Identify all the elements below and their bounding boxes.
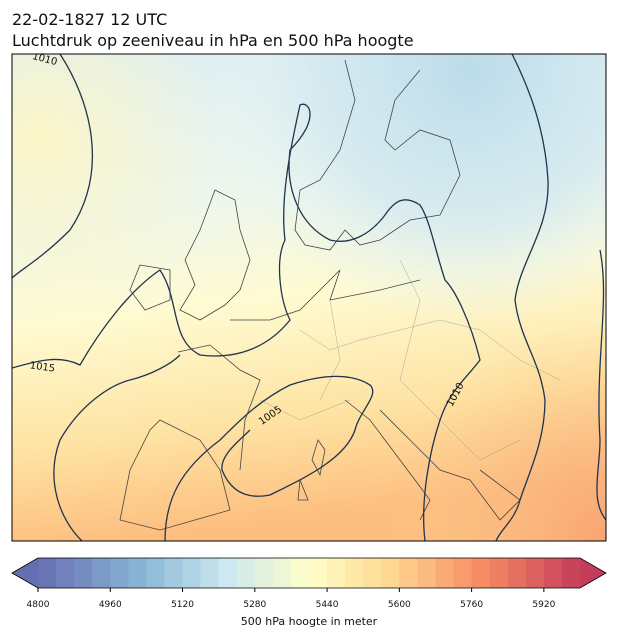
colorbar-tick-label: 4960: [99, 600, 122, 610]
colorbar-extend-high: [580, 558, 606, 588]
isobar: [12, 54, 94, 279]
isobar: [164, 375, 374, 541]
isobar: [12, 103, 481, 541]
colorbar-swatch: [56, 558, 75, 588]
field: [12, 54, 606, 541]
map-frame: [11, 53, 607, 542]
map-date: 22-02-1827 12 UTC: [12, 10, 167, 29]
colorbar-tick-label: 5760: [460, 600, 483, 610]
colorbar-swatch: [435, 558, 455, 588]
colorbar-swatch: [110, 558, 129, 588]
colorbar-swatch: [74, 558, 93, 588]
colorbar-swatch: [381, 558, 400, 588]
colorbar-swatch: [309, 558, 328, 588]
colorbar-swatch: [561, 558, 581, 588]
colorbar-swatch: [182, 558, 202, 588]
colorbar-tick-label: 4800: [27, 600, 50, 610]
colorbar-swatch: [525, 558, 545, 588]
coastline: [294, 59, 461, 251]
colorbar-swatch: [543, 558, 563, 588]
map-title: Luchtdruk op zeeniveau in hPa en 500 hPa…: [12, 31, 414, 50]
colorbar-swatch: [38, 558, 57, 588]
colorbar-swatch: [345, 558, 364, 588]
colorbar-swatch: [363, 558, 382, 588]
colorbar-tick-label: 5120: [171, 600, 194, 610]
isobar-label: 1015: [29, 360, 56, 374]
coastline: [129, 264, 171, 311]
colorbar-swatch: [128, 558, 147, 588]
colorbar-swatch: [92, 558, 111, 588]
colorbar-swatch: [254, 558, 274, 588]
colorbar-swatch: [399, 558, 418, 588]
colorbar-swatch: [507, 558, 527, 588]
colorbar-swatch: [327, 558, 346, 588]
coastline: [297, 439, 326, 501]
border: [259, 259, 561, 461]
colorbar-swatch: [471, 558, 491, 588]
colorbar-swatch: [146, 558, 165, 588]
colorbar-swatch: [164, 558, 184, 588]
colorbar-swatch: [272, 558, 292, 588]
colorbar: 4800 4960 5120 5280 5440 5600 5760 5920: [11, 557, 607, 610]
colorbar-swatch: [290, 558, 310, 588]
colorbar-tick-label: 5440: [316, 600, 339, 610]
colorbar-swatch: [453, 558, 473, 588]
colorbar-tick-label: 5280: [243, 600, 266, 610]
colorbar-swatch: [489, 558, 509, 588]
colorbar-swatch: [417, 558, 436, 588]
colorbar-tick-label: 5920: [532, 600, 555, 610]
isobar: [596, 249, 606, 521]
colorbar-tick-label: 5600: [388, 600, 411, 610]
colorbar-swatch: [200, 558, 220, 588]
map-area: 1010 1015 1005 1010: [12, 54, 606, 541]
colorbar-outline: [11, 557, 607, 589]
colorbar-extend-low: [12, 558, 38, 588]
colorbar-swatch: [236, 558, 256, 588]
isobar: [53, 354, 181, 541]
coastline: [179, 189, 251, 321]
isobar: [495, 54, 549, 541]
colorbar-swatch: [218, 558, 238, 588]
colorbar-label: 500 hPa hoogte in meter: [241, 615, 378, 628]
